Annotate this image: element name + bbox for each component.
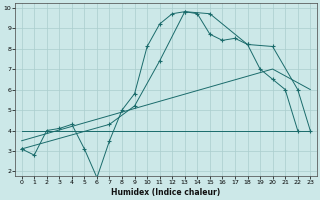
X-axis label: Humidex (Indice chaleur): Humidex (Indice chaleur) bbox=[111, 188, 220, 197]
